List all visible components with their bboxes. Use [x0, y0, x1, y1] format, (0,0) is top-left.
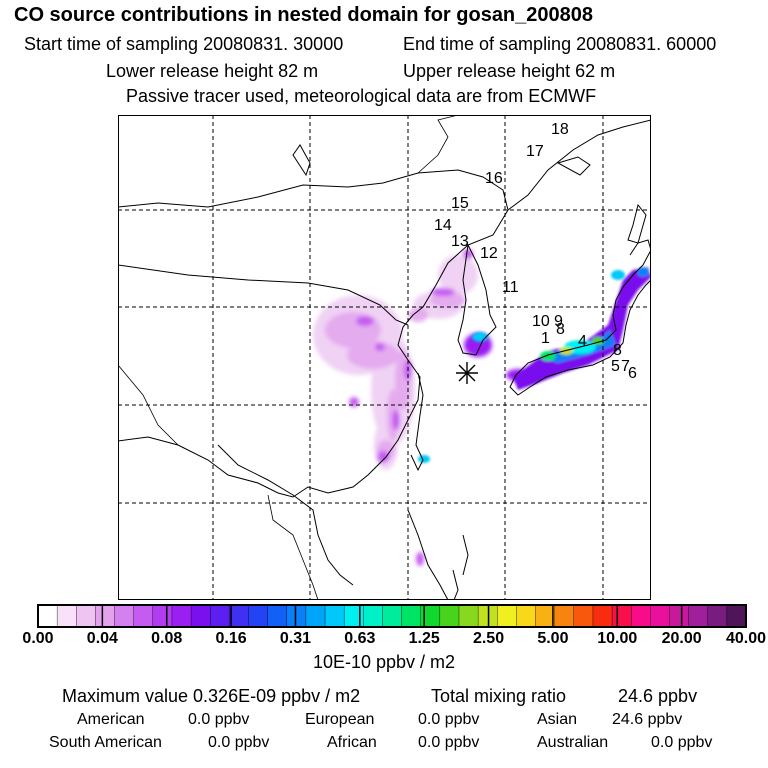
colorbar-cell — [343, 604, 364, 628]
colorbar-cell — [133, 604, 154, 628]
colorbar-tick-label: 0.00 — [22, 630, 54, 647]
start-time: Start time of sampling 20080831. 30000 — [24, 34, 344, 54]
colorbar-cell — [286, 604, 307, 628]
colorbar-tick-label: 2.50 — [472, 630, 505, 647]
trajectory-labels: 18 17 16 15 14 13 12 11 10 9 8 1 4 8 5 7… — [434, 121, 637, 382]
upper-release-height: Upper release height 62 m — [403, 61, 616, 81]
colorbar — [37, 604, 747, 628]
colorbar-cell — [726, 604, 747, 628]
traj-label: 18 — [551, 121, 569, 138]
colorbar-cell — [516, 604, 537, 628]
lower-release-height: Lower release height 82 m — [106, 61, 319, 81]
colorbar-cell — [669, 604, 690, 628]
colorbar-tick-label: 0.08 — [151, 630, 183, 647]
colorbar-cell — [497, 604, 518, 628]
total-mixing-value: 24.6 ppbv — [618, 686, 698, 706]
region-value: 0.0 ppbv — [208, 734, 270, 751]
figure-title: CO source contributions in nested domain… — [14, 4, 594, 26]
colorbar-frame — [37, 604, 747, 628]
region-value: 0.0 ppbv — [418, 734, 480, 751]
traj-label: 7 — [621, 358, 630, 375]
colorbar-tick-label: 1.25 — [408, 630, 440, 647]
colorbar-cell — [171, 604, 192, 628]
traj-label: 17 — [526, 143, 544, 160]
map-frame — [118, 115, 651, 600]
region-value: 24.6 ppbv — [612, 711, 683, 728]
colorbar-cell — [76, 604, 97, 628]
colorbar-cell — [573, 604, 594, 628]
traj-label: 9 — [554, 313, 563, 330]
traj-label: 8 — [556, 321, 565, 338]
region-name: South American — [49, 734, 162, 751]
colorbar-tick-label: 0.16 — [215, 630, 247, 647]
colorbar-cell — [707, 604, 728, 628]
traj-label: 16 — [485, 170, 503, 187]
colorbar-cell — [37, 604, 58, 628]
colorbar-cell — [554, 604, 575, 628]
tracer-note: Passive tracer used, meteorological data… — [126, 86, 597, 106]
lat-lon-grid — [118, 115, 651, 600]
region-name: Australian — [537, 734, 609, 751]
map-panel: 18 17 16 15 14 13 12 11 10 9 8 1 4 8 5 7… — [118, 115, 651, 600]
traj-label: 14 — [434, 217, 452, 234]
region-name: European — [305, 711, 375, 728]
traj-label: 5 — [611, 358, 620, 375]
colorbar-cell — [305, 604, 326, 628]
colorbar-cell — [114, 604, 135, 628]
traj-label: 13 — [451, 233, 469, 250]
colorbar-cell — [630, 604, 652, 628]
region-value: 0.0 ppbv — [418, 711, 480, 728]
traj-label: 1 — [541, 330, 550, 347]
colorbar-cell — [248, 604, 269, 628]
colorbar-cell — [401, 604, 422, 628]
colorbar-cell — [152, 604, 173, 628]
traj-label: 10 — [532, 313, 550, 330]
region-name: Asian — [537, 711, 578, 728]
colorbar-cell — [382, 604, 403, 628]
maximum-value: Maximum value 0.326E-09 ppbv / m2 — [62, 686, 361, 706]
region-name: American — [77, 711, 145, 728]
colorbar-cell — [439, 604, 460, 628]
colorbar-cell — [229, 604, 250, 628]
concentration-hotspot — [418, 267, 651, 463]
receptor-star-marker — [456, 362, 478, 384]
colorbar-tick-label: 0.04 — [86, 630, 118, 647]
colorbar-cell — [592, 604, 613, 628]
traj-label: 4 — [578, 333, 587, 350]
colorbar-cell — [363, 604, 384, 628]
colorbar-tick-label: 40.00 — [725, 630, 767, 647]
traj-label: 8 — [613, 342, 622, 359]
colorbar-cell — [210, 604, 231, 628]
colorbar-cell — [267, 604, 288, 628]
region-name: African — [327, 734, 377, 751]
colorbar-tick-label: 0.31 — [279, 630, 312, 647]
traj-label: 6 — [628, 365, 637, 382]
colorbar-tick-label: 10.00 — [597, 630, 638, 647]
colorbar-cell — [324, 604, 345, 628]
colorbar-cell — [650, 604, 671, 628]
region-value: 0.0 ppbv — [188, 711, 250, 728]
coastlines — [118, 119, 651, 600]
country-borders — [118, 115, 459, 600]
end-time: End time of sampling 20080831. 60000 — [403, 34, 717, 54]
traj-label: 11 — [502, 279, 519, 296]
traj-label: 12 — [480, 245, 498, 262]
colorbar-cell — [190, 604, 211, 628]
colorbar-cell — [458, 604, 479, 628]
colorbar-cells — [37, 604, 747, 628]
colorbar-tick-label: 20.00 — [661, 630, 702, 647]
total-mixing-label: Total mixing ratio — [431, 686, 567, 706]
colorbar-unit: 10E-10 ppbv / m2 — [312, 652, 456, 672]
colorbar-tick-label: 5.00 — [537, 630, 569, 647]
colorbar-tick-label: 0.63 — [344, 630, 376, 647]
traj-label: 15 — [451, 195, 469, 212]
colorbar-cell — [688, 604, 709, 628]
region-value: 0.0 ppbv — [651, 734, 713, 751]
colorbar-cell — [95, 604, 116, 628]
colorbar-cell — [611, 604, 632, 628]
colorbar-cell — [56, 604, 77, 628]
